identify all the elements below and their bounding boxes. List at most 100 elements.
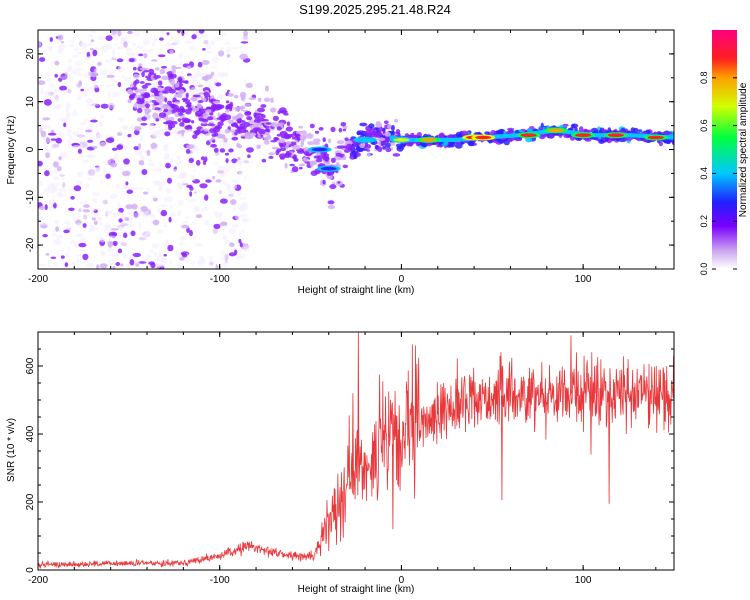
spectrogram-band-blob [342,125,348,130]
spectrogram-band-blob [264,131,269,135]
spectrogram-hotspot [475,135,492,140]
spectrogram-noise-blob [117,81,122,88]
spectrogram-band-blob [293,156,297,160]
spectrogram-noise-blob [212,228,218,234]
spectrogram-noise-blob [105,137,115,143]
spectrogram-band-blob [133,102,138,109]
spectrogram-noise-blob [106,74,115,79]
spectrogram-band-blob [368,123,375,129]
spectrogram-noise-blob [225,166,230,173]
spectrogram-noise-blob [59,85,68,91]
spectrogram-noise-blob [103,158,111,166]
spectrogram-noise-blob [72,144,81,149]
spectrogram-noise-blob [40,225,48,229]
spectrogram-noise-blob [177,125,184,130]
spectrogram-noise-blob [227,165,233,169]
spectrogram-band-blob [128,58,135,63]
spectrogram-noise-blob [76,51,83,55]
spectrogram-noise-blob [56,166,62,172]
spectrogram-noise-blob [39,127,43,134]
spectrogram-noise-blob [129,259,135,266]
spectrogram-band-blob [155,67,160,71]
spectrogram-noise-blob [101,250,105,257]
spectrogram-noise-blob [68,134,73,141]
spectrogram-band-blob [157,80,163,86]
spectrogram-noise-blob [164,42,173,47]
spectrogram-band-blob [309,123,315,129]
spectrogram-band-blob [268,152,276,156]
spectrogram-noise-blob [78,73,84,77]
spectrogram-band-blob [202,118,209,123]
spectrogram-noise-blob [130,230,136,237]
spectrogram-band-blob [150,87,158,94]
spectrogram-xlabel: Height of straight line (km) [298,285,415,296]
spectrogram-noise-blob [160,203,168,208]
spectrogram-noise-blob [146,188,151,193]
spectrogram-band-blob [153,107,161,111]
spectrogram-noise-blob [233,249,238,256]
spectrogram-noise-blob [215,264,219,269]
spectrogram-band-blob [163,106,168,109]
spectrogram-noise-blob [99,84,105,88]
spectrogram-band-blob [128,91,134,95]
spectrogram-band-blob [315,152,322,156]
spectrogram-noise-blob [103,228,107,233]
spectrogram-noise-blob [178,161,184,164]
spectrogram-band-blob [237,156,241,161]
spectrogram-band-blob [129,94,135,101]
spectrogram-noise-blob [231,208,237,212]
spectrogram-band-blob [196,103,203,109]
spectrogram-noise-blob [42,117,51,121]
spectrogram-noise-blob [173,168,177,172]
spectrogram-noise-blob [242,246,250,252]
spectrogram-band-blob [296,137,301,141]
spectrogram-band-blob [178,89,185,95]
spectrogram-noise-blob [51,168,59,175]
spectrogram-noise-blob [140,135,144,141]
spectrogram-noise-blob [109,71,116,75]
spectrogram-noise-blob [82,209,91,213]
spectrogram-band-blob [585,129,592,133]
spectrogram-band-blob [344,137,349,141]
spectrogram-noise-blob [88,227,95,233]
spectrogram-noise-blob [58,188,67,192]
spectrogram-noise-blob [46,45,53,49]
spectrogram-noise-blob [83,57,90,61]
spectrogram-band-blob [133,73,140,79]
spectrogram-band-blob [155,118,159,122]
spectrogram-band-blob [191,105,195,109]
colorbar-ticks: 0.0 0.2 0.4 0.6 0.8 [699,72,737,275]
spectrogram-band-blob [240,127,247,134]
spectrogram-noise-blob [47,262,51,268]
spectrogram-noise-blob [177,210,182,217]
spectrogram-noise-blob [141,169,148,175]
spectrogram-noise-blob [116,58,124,63]
spectrogram-noise-blob [205,43,212,50]
spectrogram-noise-blob [138,53,144,57]
spectrogram-noise-blob [38,180,44,187]
spectrogram-noise-blob [157,208,161,214]
spectrogram-noise-blob [181,253,188,258]
spectrogram-noise-blob [165,187,172,194]
spectrogram-noise-blob [139,81,145,84]
spectrogram-noise-blob [233,94,239,99]
spectrogram-band-blob [148,68,155,74]
spectrogram-noise-blob [72,214,76,221]
spectrogram-noise-blob [96,264,100,269]
spectrogram-band-blob [231,136,239,141]
spectrogram-noise-blob [76,257,80,264]
spectrogram-band-blob [268,155,274,159]
spectrogram-noise-blob [117,30,122,37]
spectrogram-band-blob [278,122,284,125]
spectrogram-noise-blob [121,75,125,79]
spectrogram-band-blob [356,130,361,136]
spectrogram-noise-blob [224,152,230,156]
x-tick-label: 100 [575,274,592,285]
spectrogram-band-blob [178,112,184,116]
spectrogram-band-blob [245,82,253,89]
spectrogram-noise-blob [44,170,50,177]
spectrogram-noise-blob [83,87,92,94]
spectrogram-noise-blob [212,176,216,180]
spectrogram-band-blob [248,119,255,125]
spectrogram-noise-blob [42,124,51,130]
